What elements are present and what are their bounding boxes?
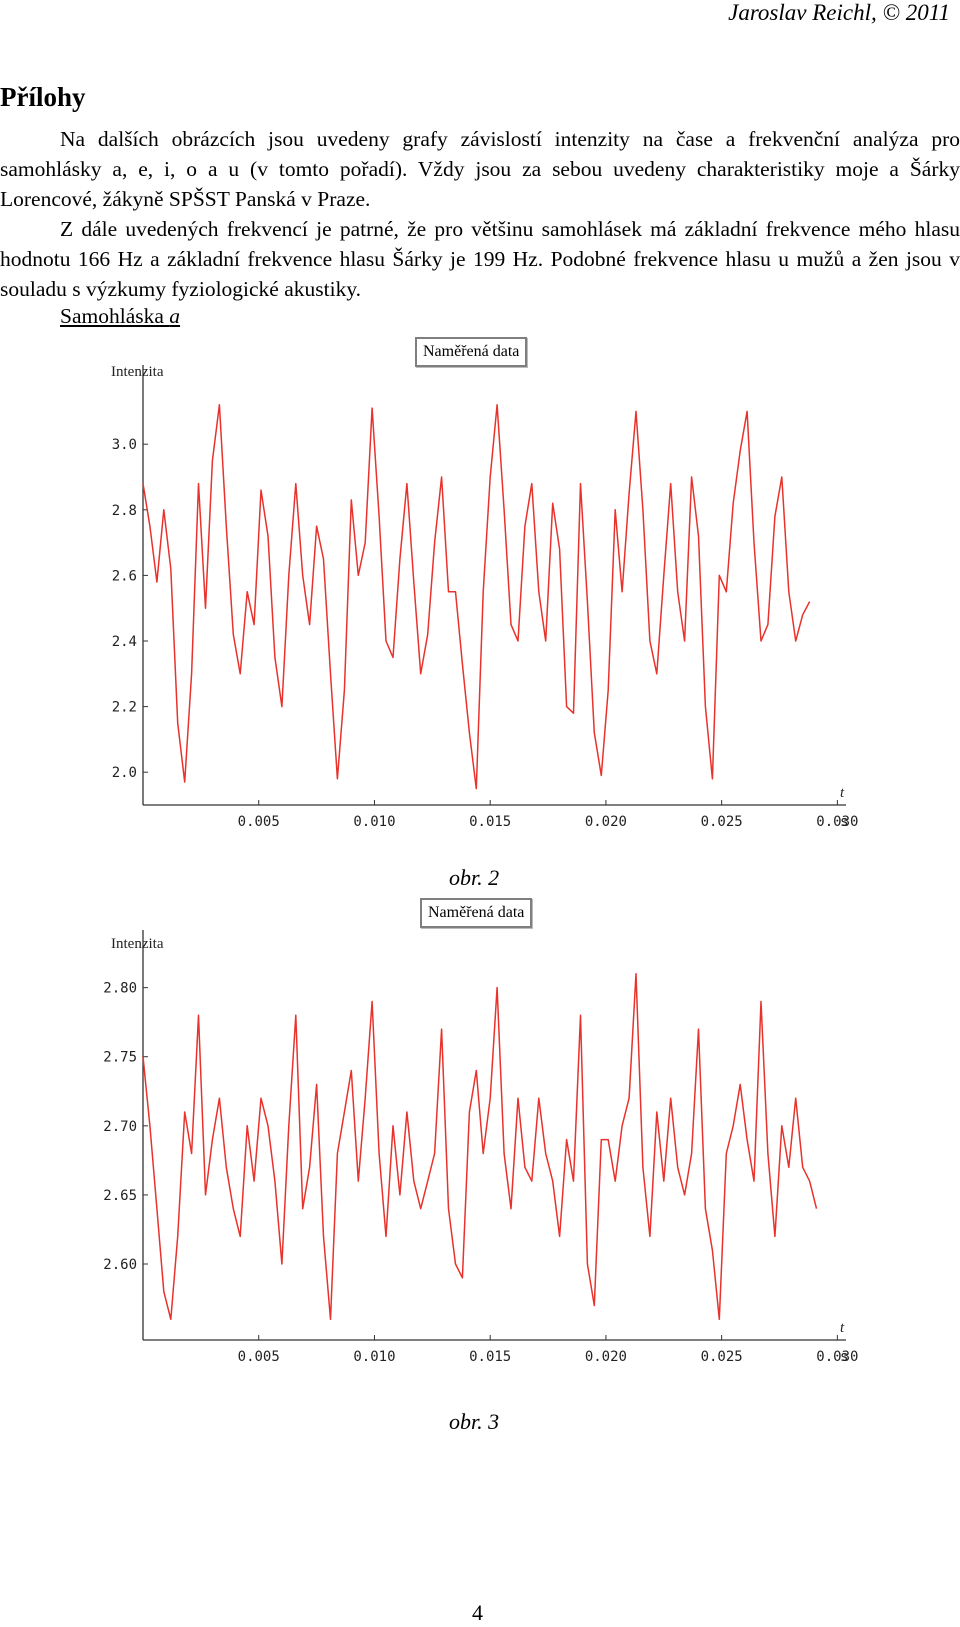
x-axis-unit: s (840, 1349, 848, 1365)
x-tick-label: 0.030 (816, 814, 858, 830)
x-axis-label: t (840, 785, 845, 801)
paragraph-frequencies-text: Z dále uvedených frekvencí je patrné, že… (0, 217, 960, 301)
subheading-label: Samohláska (60, 304, 170, 328)
page-number: 4 (472, 1600, 483, 1625)
x-axis-unit: s (840, 814, 848, 830)
figure-caption-1: obr. 2 (449, 865, 500, 890)
x-tick-label: 0.020 (585, 814, 627, 830)
x-tick-label: 0.020 (585, 1349, 627, 1365)
paragraph-intro: Na dalších obrázcích jsou uvedeny grafy … (0, 124, 960, 214)
x-tick-label: 0.005 (238, 814, 280, 830)
series-line (142, 404, 811, 790)
figure-caption-2: obr. 3 (449, 1409, 500, 1434)
chart-1-legend: Naměřená data (415, 337, 528, 367)
subheading-vowel: a (169, 304, 181, 328)
x-tick-label: 0.005 (238, 1349, 280, 1365)
x-tick-label: 0.015 (469, 1349, 511, 1365)
x-tick-label: 0.010 (353, 1349, 395, 1365)
y-axis-label: Intenzita (111, 364, 164, 380)
subheading: Samohláska a (60, 304, 180, 329)
y-tick-label: 2.2 (112, 700, 137, 716)
y-tick-label: 2.6 (112, 568, 137, 584)
x-tick-label: 0.025 (701, 814, 743, 830)
y-tick-label: 2.4 (112, 634, 137, 650)
y-tick-label: 2.65 (103, 1188, 137, 1204)
chart-1: Intenzita 2.0 2.2 2.4 2.6 2.8 3.0 0.005 0.010 0.0… (111, 364, 858, 830)
y-tick-label: 3.0 (112, 437, 137, 453)
y-tick-label: 2.0 (112, 765, 137, 781)
y-axis-label: Intenzita (111, 936, 164, 952)
chart-2-legend: Naměřená data (420, 898, 533, 928)
x-tick-label: 0.010 (353, 814, 395, 830)
x-tick-label: 0.030 (816, 1349, 858, 1365)
y-tick-label: 2.8 (112, 503, 137, 519)
y-tick-label: 2.75 (103, 1050, 137, 1066)
section-heading: Přílohy (0, 82, 86, 112)
series-line (142, 973, 818, 1321)
y-tick-label: 2.80 (103, 981, 137, 997)
x-tick-label: 0.015 (469, 814, 511, 830)
y-tick-label: 2.70 (103, 1119, 137, 1135)
y-tick-label: 2.60 (103, 1257, 137, 1273)
x-axis-label: t (840, 1320, 845, 1336)
chart-2: Intenzita 2.60 2.65 2.70 2.75 2.80 0.005 0.010 0… (103, 930, 858, 1365)
paragraph-intro-text: Na dalších obrázcích jsou uvedeny grafy … (0, 127, 960, 211)
page-header: Jaroslav Reichl, © 2011 (728, 0, 950, 25)
x-tick-label: 0.025 (701, 1349, 743, 1365)
paragraph-frequencies: Z dále uvedených frekvencí je patrné, že… (0, 214, 960, 304)
